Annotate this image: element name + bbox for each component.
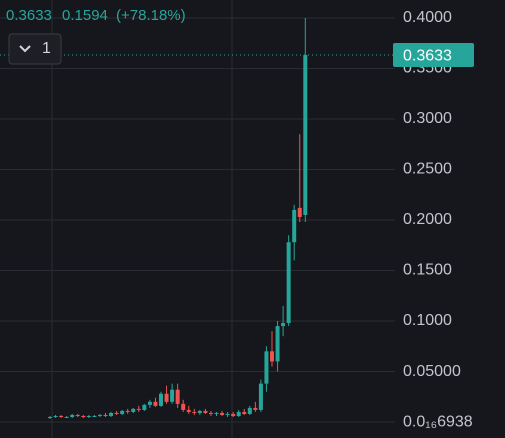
candle-body [186,409,191,412]
candle-body [286,242,291,324]
candle-body [86,415,91,417]
legend-header: 0.3633 0.1594 (+78.18%) [6,7,186,24]
candle-body [97,414,102,416]
candle-body [203,410,208,413]
candle-body [281,323,286,327]
interval-button[interactable]: 1 [8,33,62,65]
grid [0,17,395,423]
candle-body [197,410,202,413]
candle-body [231,413,236,416]
change: 0.1594 [62,7,108,24]
candle-body [220,412,225,415]
candle-body [81,415,86,417]
candle-body [242,411,247,414]
candle-body [192,411,197,413]
candle-body [247,407,252,414]
interval-button-box[interactable] [8,33,62,65]
candle-body [297,207,302,217]
y-tick-label: 0.3000 [403,110,452,127]
candle-body [303,55,308,215]
y-tick-label: 0.1000 [403,312,452,329]
candle-body [53,415,58,417]
candle-body [70,414,75,417]
candle-body [75,414,80,416]
y-tick-label: 0.2000 [403,211,452,228]
candle-body [270,351,274,362]
candle-body [142,404,147,410]
candle-body [48,416,52,418]
candle-body [131,408,136,412]
candle-body [147,401,152,405]
y-tick-label: 0.1500 [403,262,452,279]
chevron-icon [19,45,31,53]
candle-body [225,413,230,415]
candle-body [175,389,180,404]
candle-body [159,393,163,406]
candle-body [64,416,69,418]
interval-label: 1 [42,40,51,57]
candle-body [208,412,213,414]
candle-body [264,351,269,384]
candle-body [120,410,125,414]
candle-body [153,401,158,406]
candle-body [103,414,108,416]
candle-body [114,412,119,414]
last-price-box [393,43,474,68]
y-tick-label: 0.0₁₆6938 [403,413,473,430]
candle-body [59,415,64,417]
candle-body [253,407,258,410]
last-price-label: 0.3633 [403,47,452,64]
candle-body [181,403,186,410]
candle-body [292,209,297,243]
candle-body [258,383,263,410]
candle-body [164,393,169,402]
last-price: 0.3633 [6,7,52,24]
candle-body [214,412,219,414]
candle-body [170,389,175,402]
candle-body [275,326,280,362]
y-axis: 0.0₁₆6938 0.05000 0.1000 0.1500 0.2000 0.2500… [393,9,474,430]
y-tick-label: 0.2500 [403,161,452,178]
candle-body [92,415,97,417]
candle-body [136,408,141,410]
y-tick-label: 0.4000 [403,9,452,26]
candle-body [109,412,114,416]
change-percent: (+78.18%) [116,7,186,24]
candle-body [125,410,130,412]
candle-body [236,411,241,416]
candles [0,17,393,420]
y-tick-label: 0.05000 [403,363,461,380]
